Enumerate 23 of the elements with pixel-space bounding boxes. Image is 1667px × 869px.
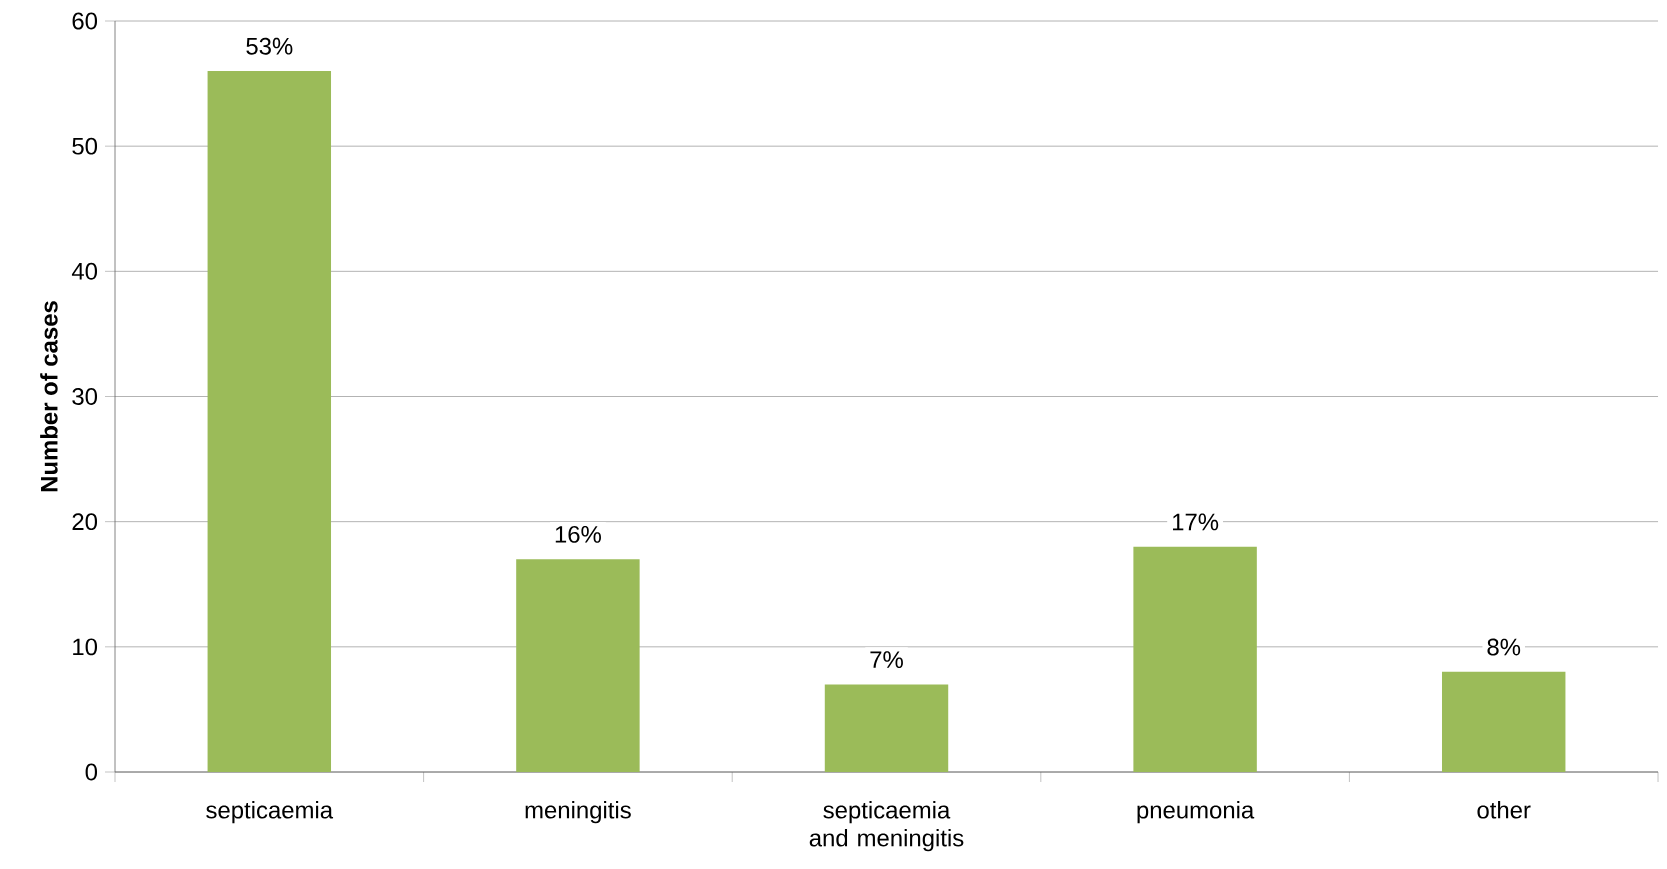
x-tick-label: other bbox=[1477, 801, 1531, 819]
y-tick-label: 0 bbox=[85, 763, 98, 781]
y-tick-label: 40 bbox=[71, 262, 98, 280]
x-tick-label: septicaemia and meningitis bbox=[809, 801, 964, 852]
y-tick-label: 30 bbox=[72, 388, 98, 405]
y-tick-label: 50 bbox=[72, 137, 98, 155]
bar bbox=[1441, 671, 1566, 772]
annotation: 17% bbox=[1173, 513, 1219, 531]
annotation: 7% bbox=[870, 651, 903, 668]
bar bbox=[824, 684, 949, 772]
y-tick-label: 10 bbox=[73, 638, 98, 656]
x-tick-label: septicaemia bbox=[206, 801, 334, 824]
y-tick-label: 20 bbox=[72, 513, 98, 531]
x-tick-label: meningitis bbox=[525, 801, 631, 824]
bar bbox=[207, 71, 332, 772]
bar bbox=[1133, 546, 1257, 772]
bar bbox=[516, 559, 640, 772]
annotation: 8% bbox=[1487, 638, 1521, 656]
y-tick-label: 60 bbox=[72, 12, 98, 30]
annotation: 16% bbox=[555, 525, 601, 543]
annotation: 53% bbox=[246, 37, 293, 55]
y-axis-title: Number of cases bbox=[40, 301, 58, 492]
x-tick-label: pneumonia bbox=[1137, 801, 1255, 824]
